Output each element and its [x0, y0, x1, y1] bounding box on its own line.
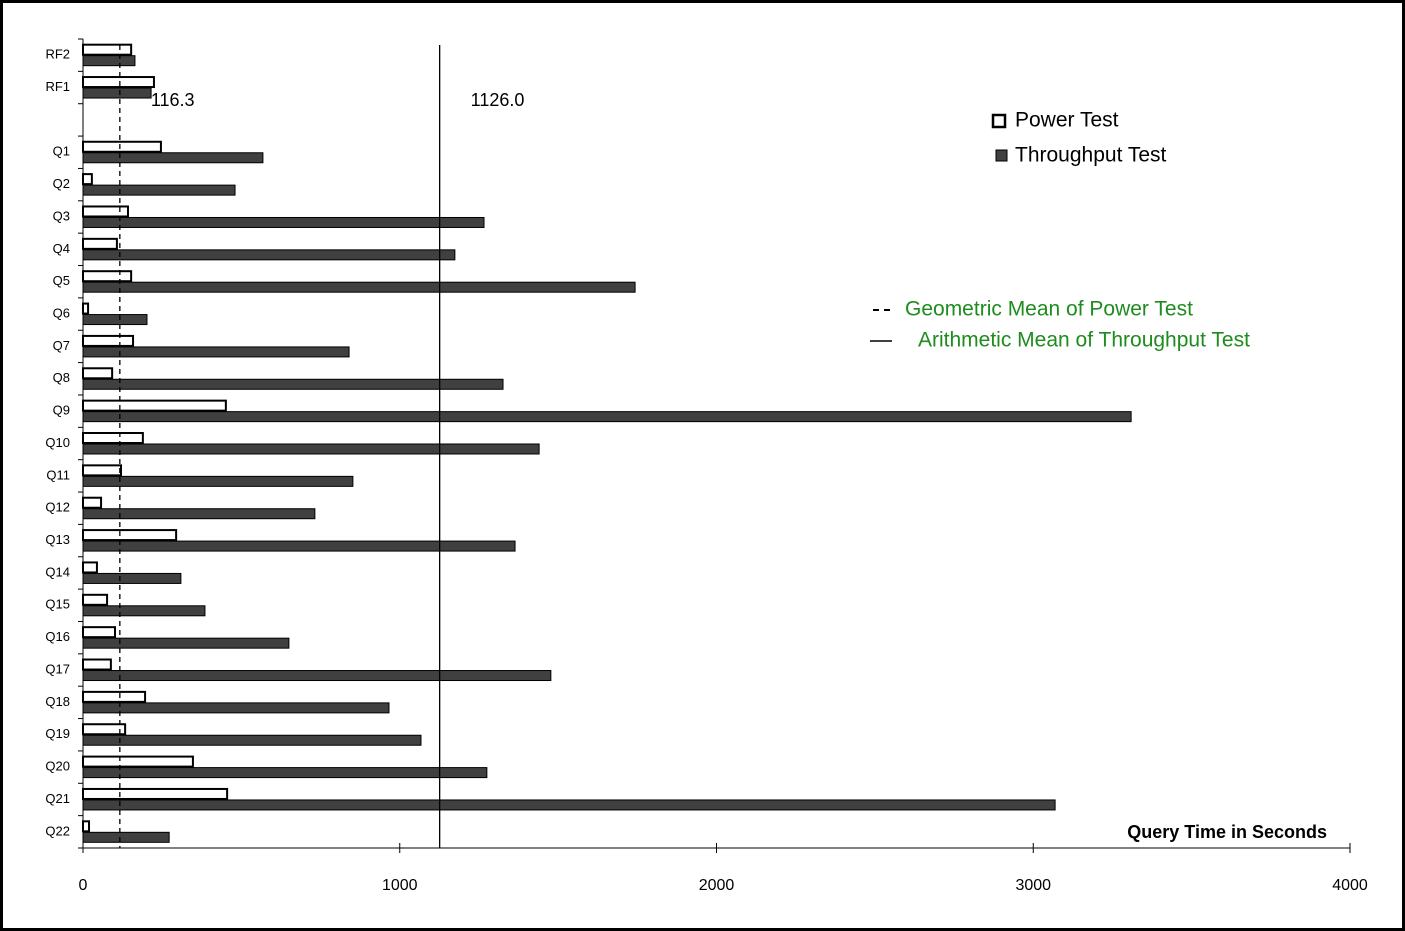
bar	[82, 378, 504, 390]
y-tick-label: Q1	[53, 144, 70, 159]
bar	[82, 702, 390, 714]
legend-label: Power Test	[1015, 109, 1119, 132]
bar	[82, 572, 182, 584]
bar	[82, 755, 194, 768]
y-tick-label: Q4	[53, 241, 70, 256]
bar	[82, 443, 540, 455]
bar	[82, 767, 488, 779]
y-tick-label: Q13	[45, 532, 70, 547]
bar	[82, 184, 236, 196]
bar	[82, 734, 422, 746]
bar	[82, 820, 91, 833]
bar	[82, 205, 129, 218]
bar	[82, 249, 456, 261]
legend-swatch	[991, 113, 1007, 129]
bar	[82, 508, 316, 520]
x-tick-label: 2000	[699, 877, 735, 894]
legend-label: Arithmetic Mean of Throughput Test	[918, 329, 1250, 352]
bar	[82, 43, 133, 56]
bar	[82, 593, 109, 606]
bar	[82, 723, 127, 736]
bar	[82, 399, 227, 412]
bar	[82, 334, 135, 347]
bar	[82, 76, 155, 89]
bar	[82, 529, 178, 542]
bar	[82, 140, 162, 153]
y-tick-label: Q8	[53, 370, 70, 385]
bar	[82, 464, 123, 477]
bar	[82, 475, 354, 487]
y-tick-label: Q14	[45, 564, 70, 579]
bar	[82, 432, 144, 444]
bar	[82, 55, 136, 67]
reference-label: 116.3	[151, 90, 195, 110]
y-tick-label: RF1	[45, 79, 70, 94]
x-tick-label: 3000	[1015, 877, 1051, 894]
y-tick-label: Q11	[46, 467, 70, 482]
bar	[82, 626, 116, 639]
bar	[82, 411, 1132, 423]
y-tick-label: Q10	[45, 435, 70, 450]
y-tick-label: Q20	[45, 759, 70, 774]
bar	[82, 216, 485, 228]
y-tick-label: Q5	[53, 273, 70, 288]
bar	[82, 496, 103, 509]
bar	[82, 658, 112, 671]
reference-label: 1126.0	[471, 90, 525, 110]
bar	[82, 367, 114, 380]
bar	[82, 799, 1056, 811]
bar	[82, 670, 552, 682]
y-tick-label: Q3	[53, 208, 70, 223]
legend-swatch	[995, 149, 1008, 162]
x-axis-title: Query Time in Seconds	[1127, 822, 1327, 842]
y-tick-label: Q2	[53, 176, 70, 191]
y-tick-label: Q21	[45, 791, 70, 806]
y-tick-label: Q16	[45, 629, 70, 644]
y-tick-label: Q18	[45, 694, 70, 709]
y-tick-label: Q22	[45, 823, 70, 838]
y-tick-label: Q12	[45, 500, 70, 515]
x-tick-label: 0	[79, 877, 88, 894]
bar	[82, 270, 133, 283]
y-tick-label: Q6	[53, 305, 70, 320]
bar	[82, 346, 350, 358]
legend-label: Geometric Mean of Power Test	[905, 298, 1193, 321]
bar	[82, 690, 147, 703]
bar	[82, 787, 229, 800]
y-tick-label: Q15	[45, 597, 70, 612]
bar	[82, 561, 98, 574]
y-tick-label: Q7	[53, 338, 70, 353]
bar	[82, 540, 516, 552]
bar	[82, 173, 93, 186]
bar	[82, 281, 636, 293]
y-tick-label: RF2	[45, 47, 70, 62]
bar	[82, 605, 206, 617]
bar	[82, 87, 152, 99]
x-tick-label: 1000	[382, 877, 418, 894]
bar	[82, 314, 148, 326]
bar	[82, 637, 290, 649]
x-tick-label: 4000	[1332, 877, 1368, 894]
bar	[82, 237, 118, 250]
bar	[82, 302, 90, 315]
bar	[82, 152, 264, 164]
legend-label: Throughput Test	[1015, 144, 1167, 167]
y-tick-label: Q9	[53, 403, 70, 418]
y-tick-label: Q17	[45, 661, 70, 676]
y-tick-label: Q19	[45, 726, 70, 741]
bar	[82, 831, 170, 843]
